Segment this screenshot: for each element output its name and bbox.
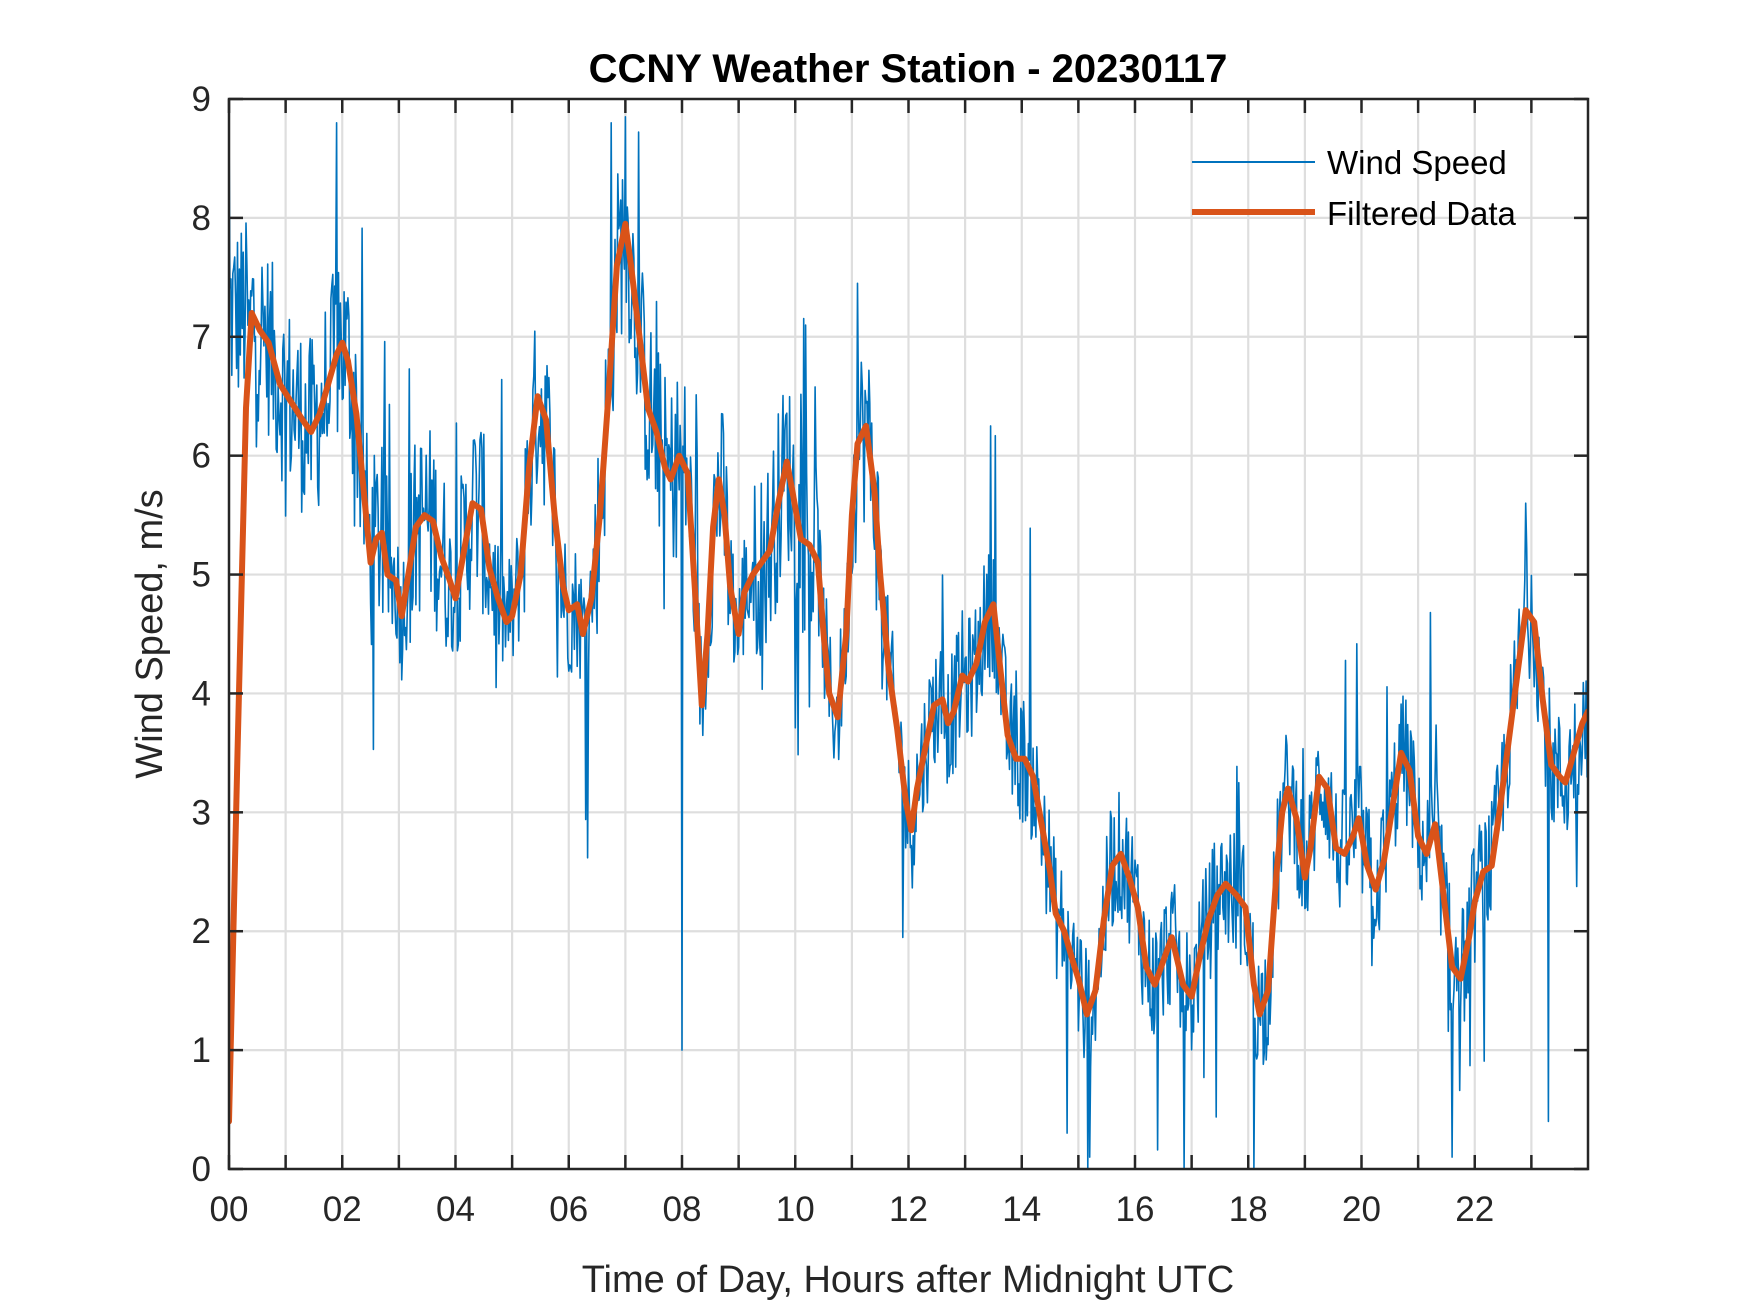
x-tick-label: 02 — [323, 1190, 362, 1229]
chart-title: CCNY Weather Station - 20230117 — [589, 47, 1228, 91]
x-tick-label: 10 — [776, 1190, 815, 1229]
x-tick-label: 12 — [889, 1190, 928, 1229]
x-axis-label: Time of Day, Hours after Midnight UTC — [582, 1259, 1235, 1301]
y-tick-label: 4 — [192, 674, 211, 713]
y-tick-label: 1 — [192, 1031, 211, 1070]
legend: Wind Speed Filtered Data — [1192, 144, 1517, 232]
axis-ticks — [227, 97, 1588, 1171]
x-tick-label: 08 — [663, 1190, 702, 1229]
legend-label-wind-speed: Wind Speed — [1327, 144, 1507, 181]
x-tick-label: 04 — [436, 1190, 475, 1229]
legend-label-filtered-data: Filtered Data — [1327, 195, 1517, 232]
y-tick-labels: 0 1 2 3 4 5 6 7 8 9 — [192, 80, 211, 1189]
x-tick-label: 00 — [210, 1190, 249, 1229]
x-tick-label: 22 — [1455, 1190, 1494, 1229]
x-tick-label: 06 — [549, 1190, 588, 1229]
y-tick-label: 0 — [192, 1150, 211, 1189]
x-tick-label: 18 — [1229, 1190, 1268, 1229]
y-tick-label: 6 — [192, 437, 211, 476]
y-tick-label: 7 — [192, 318, 211, 357]
x-tick-label: 16 — [1116, 1190, 1155, 1229]
x-tick-label: 14 — [1002, 1190, 1041, 1229]
y-tick-label: 3 — [192, 793, 211, 832]
x-tick-labels: 00 02 04 06 08 10 12 14 16 18 20 22 — [210, 1190, 1495, 1229]
series-line-filtered-data — [229, 220, 1588, 1125]
y-axis-label: Wind Speed, m/s — [129, 489, 171, 778]
x-tick-label: 20 — [1342, 1190, 1381, 1229]
y-tick-label: 9 — [192, 80, 211, 119]
y-tick-label: 2 — [192, 912, 211, 951]
y-tick-label: 8 — [192, 199, 211, 238]
y-tick-label: 5 — [192, 556, 211, 595]
